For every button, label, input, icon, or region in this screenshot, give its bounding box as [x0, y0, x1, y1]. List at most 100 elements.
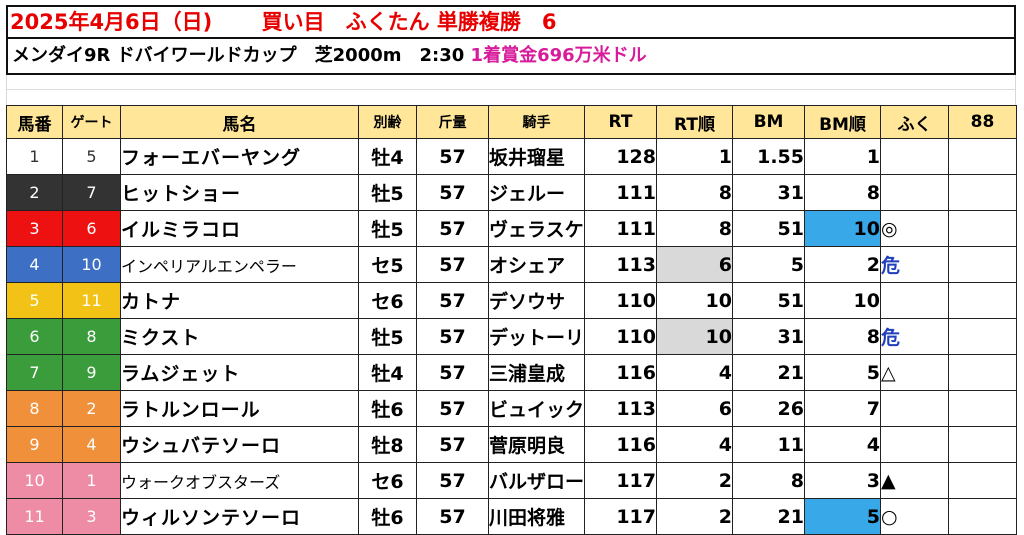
cell-weight: 57	[416, 138, 489, 175]
cell-sex-age: 牡6	[358, 498, 417, 535]
cell-weight: 57	[416, 282, 489, 319]
cell-fuku-mark: 危	[880, 246, 949, 283]
cell-weight: 57	[416, 174, 489, 211]
cell-rt: 116	[584, 354, 657, 391]
cell-rt-rank: 10	[656, 318, 733, 355]
cell-bm: 5	[732, 246, 805, 283]
cell-gate: 2	[62, 390, 121, 427]
cell-umaban: 10	[6, 462, 63, 499]
race-prize: 1着賞金696万米ドル	[470, 45, 647, 66]
col-weight: 斤量	[416, 105, 489, 139]
cell-88	[948, 462, 1017, 499]
cell-88	[948, 498, 1017, 535]
col-bm-rank: BM順	[804, 105, 881, 139]
cell-sex-age: 牡8	[358, 426, 417, 463]
cell-bm-rank: 2	[804, 246, 881, 283]
cell-horse-name: ヒットショー	[120, 174, 359, 211]
cell-umaban: 2	[6, 174, 63, 211]
cell-fuku-mark	[880, 426, 949, 463]
cell-umaban: 4	[6, 246, 63, 283]
cell-gate: 11	[62, 282, 121, 319]
cell-88	[948, 426, 1017, 463]
cell-sex-age: セ5	[358, 246, 417, 283]
cell-horse-name: イルミラコロ	[120, 210, 359, 247]
cell-rt-rank: 2	[656, 462, 733, 499]
table-row: 2 7 ヒットショー 牡5 57 ジェルー 111 8 31 8	[6, 174, 1017, 211]
cell-sex-age: 牡4	[358, 138, 417, 175]
cell-umaban: 3	[6, 210, 63, 247]
cell-umaban: 5	[6, 282, 63, 319]
col-gate: ゲート	[62, 105, 121, 139]
cell-weight: 57	[416, 390, 489, 427]
cell-jockey: ビュイック	[488, 390, 585, 427]
cell-rt-rank: 2	[656, 498, 733, 535]
cell-horse-name: ラトルンロール	[120, 390, 359, 427]
empty-grid-row	[6, 75, 1016, 105]
cell-horse-name: カトナ	[120, 282, 359, 319]
cell-horse-name: フォーエバーヤング	[120, 138, 359, 175]
cell-horse-name: ミクスト	[120, 318, 359, 355]
cell-rt: 111	[584, 174, 657, 211]
cell-rt-rank: 6	[656, 246, 733, 283]
cell-fuku-mark: △	[880, 354, 949, 391]
cell-jockey: オシェア	[488, 246, 585, 283]
col-rt: RT	[584, 105, 657, 139]
cell-rt-rank: 1	[656, 138, 733, 175]
cell-bm-rank: 3	[804, 462, 881, 499]
cell-umaban: 8	[6, 390, 63, 427]
table-row: 11 3 ウィルソンテソーロ 牡6 57 川田将雅 117 2 21 5 ○	[6, 498, 1017, 535]
cell-bm-rank: 4	[804, 426, 881, 463]
cell-weight: 57	[416, 246, 489, 283]
cell-jockey: 菅原明良	[488, 426, 585, 463]
cell-rt: 113	[584, 390, 657, 427]
table-row: 9 4 ウシュバテソーロ 牡8 57 菅原明良 116 4 11 4	[6, 426, 1017, 463]
cell-bm: 11	[732, 426, 805, 463]
cell-fuku-mark: ○	[880, 498, 949, 535]
cell-jockey: 三浦皇成	[488, 354, 585, 391]
cell-sex-age: 牡4	[358, 354, 417, 391]
col-fuku: ふく	[880, 105, 949, 139]
cell-horse-name: ウシュバテソーロ	[120, 426, 359, 463]
cell-bm-rank: 5	[804, 354, 881, 391]
cell-jockey: 川田将雅	[488, 498, 585, 535]
col-jockey: 騎手	[488, 105, 585, 139]
cell-horse-name: ラムジェット	[120, 354, 359, 391]
cell-88	[948, 282, 1017, 319]
cell-gate: 4	[62, 426, 121, 463]
cell-weight: 57	[416, 498, 489, 535]
col-horse-name: 馬名	[120, 105, 359, 139]
cell-bm: 31	[732, 174, 805, 211]
col-88: 88	[948, 105, 1017, 139]
cell-bm: 21	[732, 498, 805, 535]
cell-gate: 9	[62, 354, 121, 391]
cell-sex-age: 牡5	[358, 174, 417, 211]
cell-gate: 8	[62, 318, 121, 355]
cell-jockey: デットーリ	[488, 318, 585, 355]
cell-bm: 26	[732, 390, 805, 427]
cell-rt-rank: 8	[656, 210, 733, 247]
race-details: メンダイ9R ドバイワールドカップ 芝2000m 2:30	[12, 45, 471, 66]
cell-jockey: ジェルー	[488, 174, 585, 211]
cell-fuku-mark	[880, 282, 949, 319]
cell-88	[948, 390, 1017, 427]
cell-rt: 116	[584, 426, 657, 463]
horse-table: 馬番 ゲート 馬名 別齢 斤量 騎手 RT RT順 BM BM順 ふく 88 1…	[6, 105, 1017, 535]
cell-88	[948, 318, 1017, 355]
cell-jockey: デソウサ	[488, 282, 585, 319]
cell-fuku-mark	[880, 174, 949, 211]
cell-88	[948, 138, 1017, 175]
race-info: メンダイ9R ドバイワールドカップ 芝2000m 2:30 1着賞金696万米ド…	[6, 37, 1016, 75]
cell-weight: 57	[416, 426, 489, 463]
cell-gate: 7	[62, 174, 121, 211]
cell-weight: 57	[416, 462, 489, 499]
cell-horse-name: ウォークオブスターズ	[120, 462, 359, 499]
cell-gate: 3	[62, 498, 121, 535]
cell-gate: 6	[62, 210, 121, 247]
cell-bm: 21	[732, 354, 805, 391]
cell-horse-name: インペリアルエンペラー	[120, 246, 359, 283]
cell-bm: 51	[732, 210, 805, 247]
table-body: 1 5 フォーエバーヤング 牡4 57 坂井瑠星 128 1 1.55 1 2 7 ヒットショー 牡5 57…	[6, 138, 1017, 535]
cell-bm-rank: 5	[804, 498, 881, 535]
cell-weight: 57	[416, 354, 489, 391]
